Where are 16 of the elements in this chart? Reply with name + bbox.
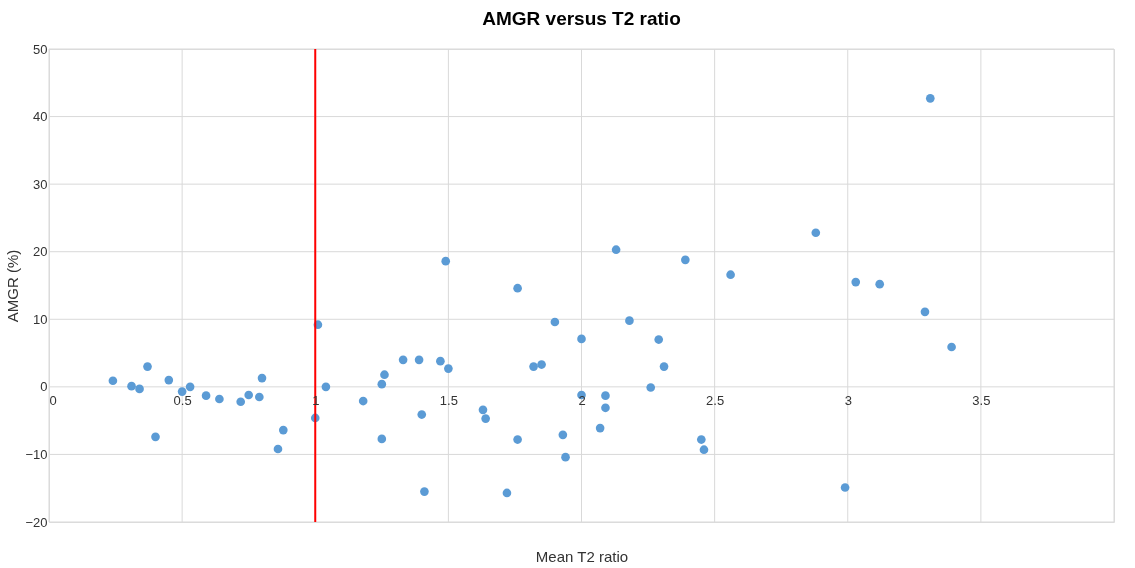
y-tick-label: −10 [25, 446, 48, 462]
x-tick-label: 0.5 [173, 393, 192, 409]
y-tick-label: 20 [33, 244, 48, 260]
y-tick-label: 30 [33, 176, 48, 192]
y-axis-title: AMGR (%) [4, 249, 22, 323]
x-axis-title: Mean T2 ratio [535, 547, 629, 565]
y-tick-label: 10 [33, 311, 48, 327]
y-tick-label: 40 [33, 109, 48, 125]
chart-title: AMGR versus T2 ratio [482, 8, 681, 29]
y-tick-label: 50 [33, 41, 48, 57]
y-tick-label: 0 [40, 379, 48, 395]
x-tick-label: 2.5 [706, 393, 725, 409]
x-tick-label: 1.5 [439, 393, 458, 409]
x-tick-label: 3 [844, 393, 852, 409]
x-tick-label: 3.5 [972, 393, 991, 409]
y-tick-label: −20 [25, 514, 48, 530]
